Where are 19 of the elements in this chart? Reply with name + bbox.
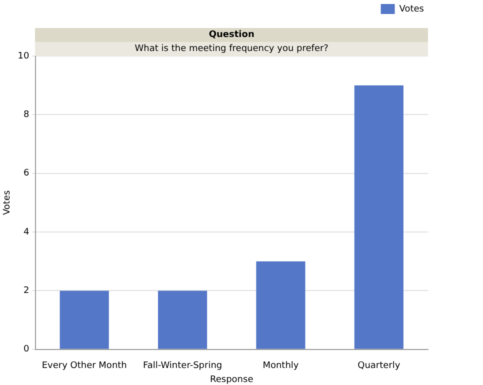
bar bbox=[354, 85, 404, 349]
y-tick-label: 8 bbox=[24, 110, 30, 120]
y-tick-label: 2 bbox=[24, 286, 30, 296]
bar bbox=[256, 261, 306, 349]
y-tick-label: 4 bbox=[24, 227, 30, 238]
legend-label: Votes bbox=[399, 4, 424, 14]
y-tick-label: 6 bbox=[24, 168, 30, 179]
chart-subtitle: What is the meeting frequency you prefer? bbox=[35, 42, 428, 56]
chart-title: Question bbox=[35, 28, 428, 42]
y-axis-title: Votes bbox=[2, 190, 13, 216]
x-axis-title: Response bbox=[210, 374, 254, 385]
x-tick-label: Fall-Winter-Spring bbox=[142, 361, 222, 372]
x-tick-label: Quarterly bbox=[358, 361, 401, 372]
x-tick-label: Monthly bbox=[262, 361, 300, 372]
bar bbox=[60, 290, 109, 349]
y-tick-label: 0 bbox=[24, 344, 30, 355]
y-tick-label: 10 bbox=[18, 51, 30, 62]
bar bbox=[158, 290, 208, 349]
x-tick-label: Every Other Month bbox=[42, 361, 127, 372]
